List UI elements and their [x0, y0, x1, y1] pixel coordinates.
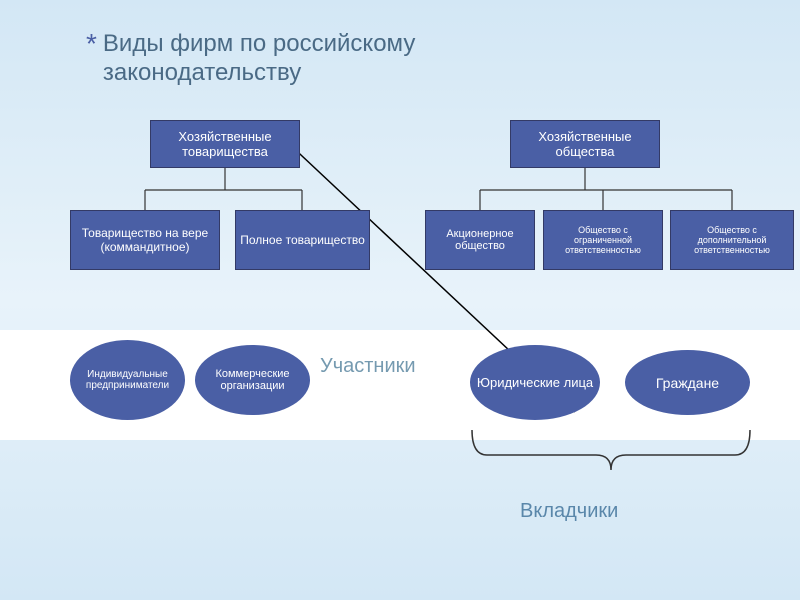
- connectors: [0, 0, 800, 600]
- left-child-box-0: Товарищество на вере (коммандитное): [70, 210, 220, 270]
- right-child-box-2: Общество с дополнительной ответственност…: [670, 210, 794, 270]
- ellipse-3: Граждане: [625, 350, 750, 415]
- right-child-box-1: Общество с ограниченной ответственностью: [543, 210, 663, 270]
- contributors-label: Вкладчики: [520, 500, 618, 523]
- title-text: Виды фирм по российскому законодательств…: [103, 30, 446, 88]
- ellipse-0: Индивидуальные предприниматели: [70, 340, 185, 420]
- right-parent-box: Хозяйственные общества: [510, 120, 660, 168]
- ellipse-2: Юридические лица: [470, 345, 600, 420]
- asterisk-icon: *: [86, 30, 97, 58]
- slide-title: * Виды фирм по российскому законодательс…: [86, 30, 446, 88]
- right-child-box-0: Акционерное общество: [425, 210, 535, 270]
- slide: * Виды фирм по российскому законодательс…: [0, 0, 800, 600]
- left-parent-box: Хозяйственные товарищества: [150, 120, 300, 168]
- ellipse-1: Коммерческие организации: [195, 345, 310, 415]
- left-child-box-1: Полное товарищество: [235, 210, 370, 270]
- participants-label: Участники: [320, 355, 416, 378]
